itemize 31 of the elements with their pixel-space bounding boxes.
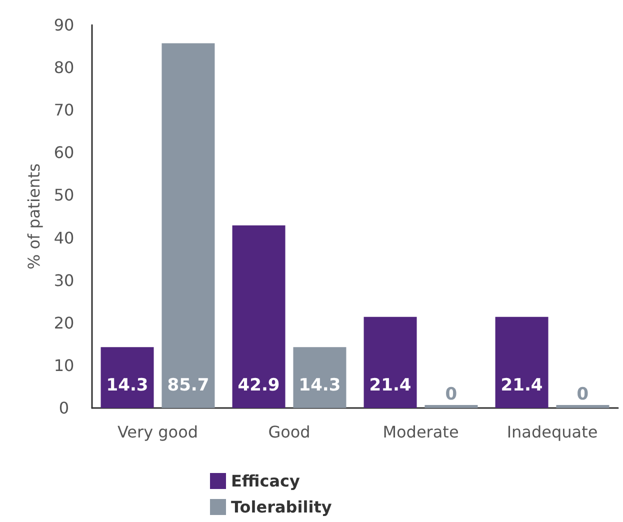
legend-label: Tolerability bbox=[231, 498, 332, 516]
bar bbox=[495, 316, 548, 408]
y-tick-label: 60 bbox=[54, 143, 74, 162]
data-label: 42.9 bbox=[238, 376, 280, 396]
y-tick-label: 70 bbox=[54, 100, 74, 120]
x-tick-label: Inadequate bbox=[506, 422, 598, 442]
x-tick-label: Good bbox=[268, 422, 310, 442]
bar bbox=[364, 316, 417, 408]
data-label: 21.4 bbox=[369, 376, 412, 396]
bar bbox=[100, 347, 154, 408]
data-label: 0 bbox=[445, 384, 458, 404]
y-tick-label: 50 bbox=[54, 186, 74, 205]
data-label: 21.4 bbox=[500, 376, 543, 396]
y-tick-label: 10 bbox=[54, 356, 74, 375]
x-tick-label: Very good bbox=[117, 422, 198, 442]
y-axis-title: % of patients bbox=[24, 163, 44, 270]
data-label: 14.3 bbox=[106, 376, 148, 396]
data-label: 85.7 bbox=[167, 376, 210, 396]
y-tick-label: 0 bbox=[58, 398, 70, 418]
y-tick-label: 40 bbox=[54, 228, 74, 248]
y-tick-label: 30 bbox=[54, 270, 74, 290]
bar bbox=[162, 43, 215, 408]
data-label: 0 bbox=[576, 384, 589, 404]
x-tick-label: Moderate bbox=[382, 422, 459, 442]
data-label: 14.3 bbox=[298, 376, 341, 396]
bar bbox=[232, 225, 286, 408]
bar bbox=[293, 347, 346, 408]
y-tick-label: 20 bbox=[54, 313, 74, 332]
y-tick-label: 80 bbox=[54, 58, 74, 78]
legend-label: Efficacy bbox=[231, 472, 301, 490]
y-tick-label: 90 bbox=[54, 16, 74, 34]
